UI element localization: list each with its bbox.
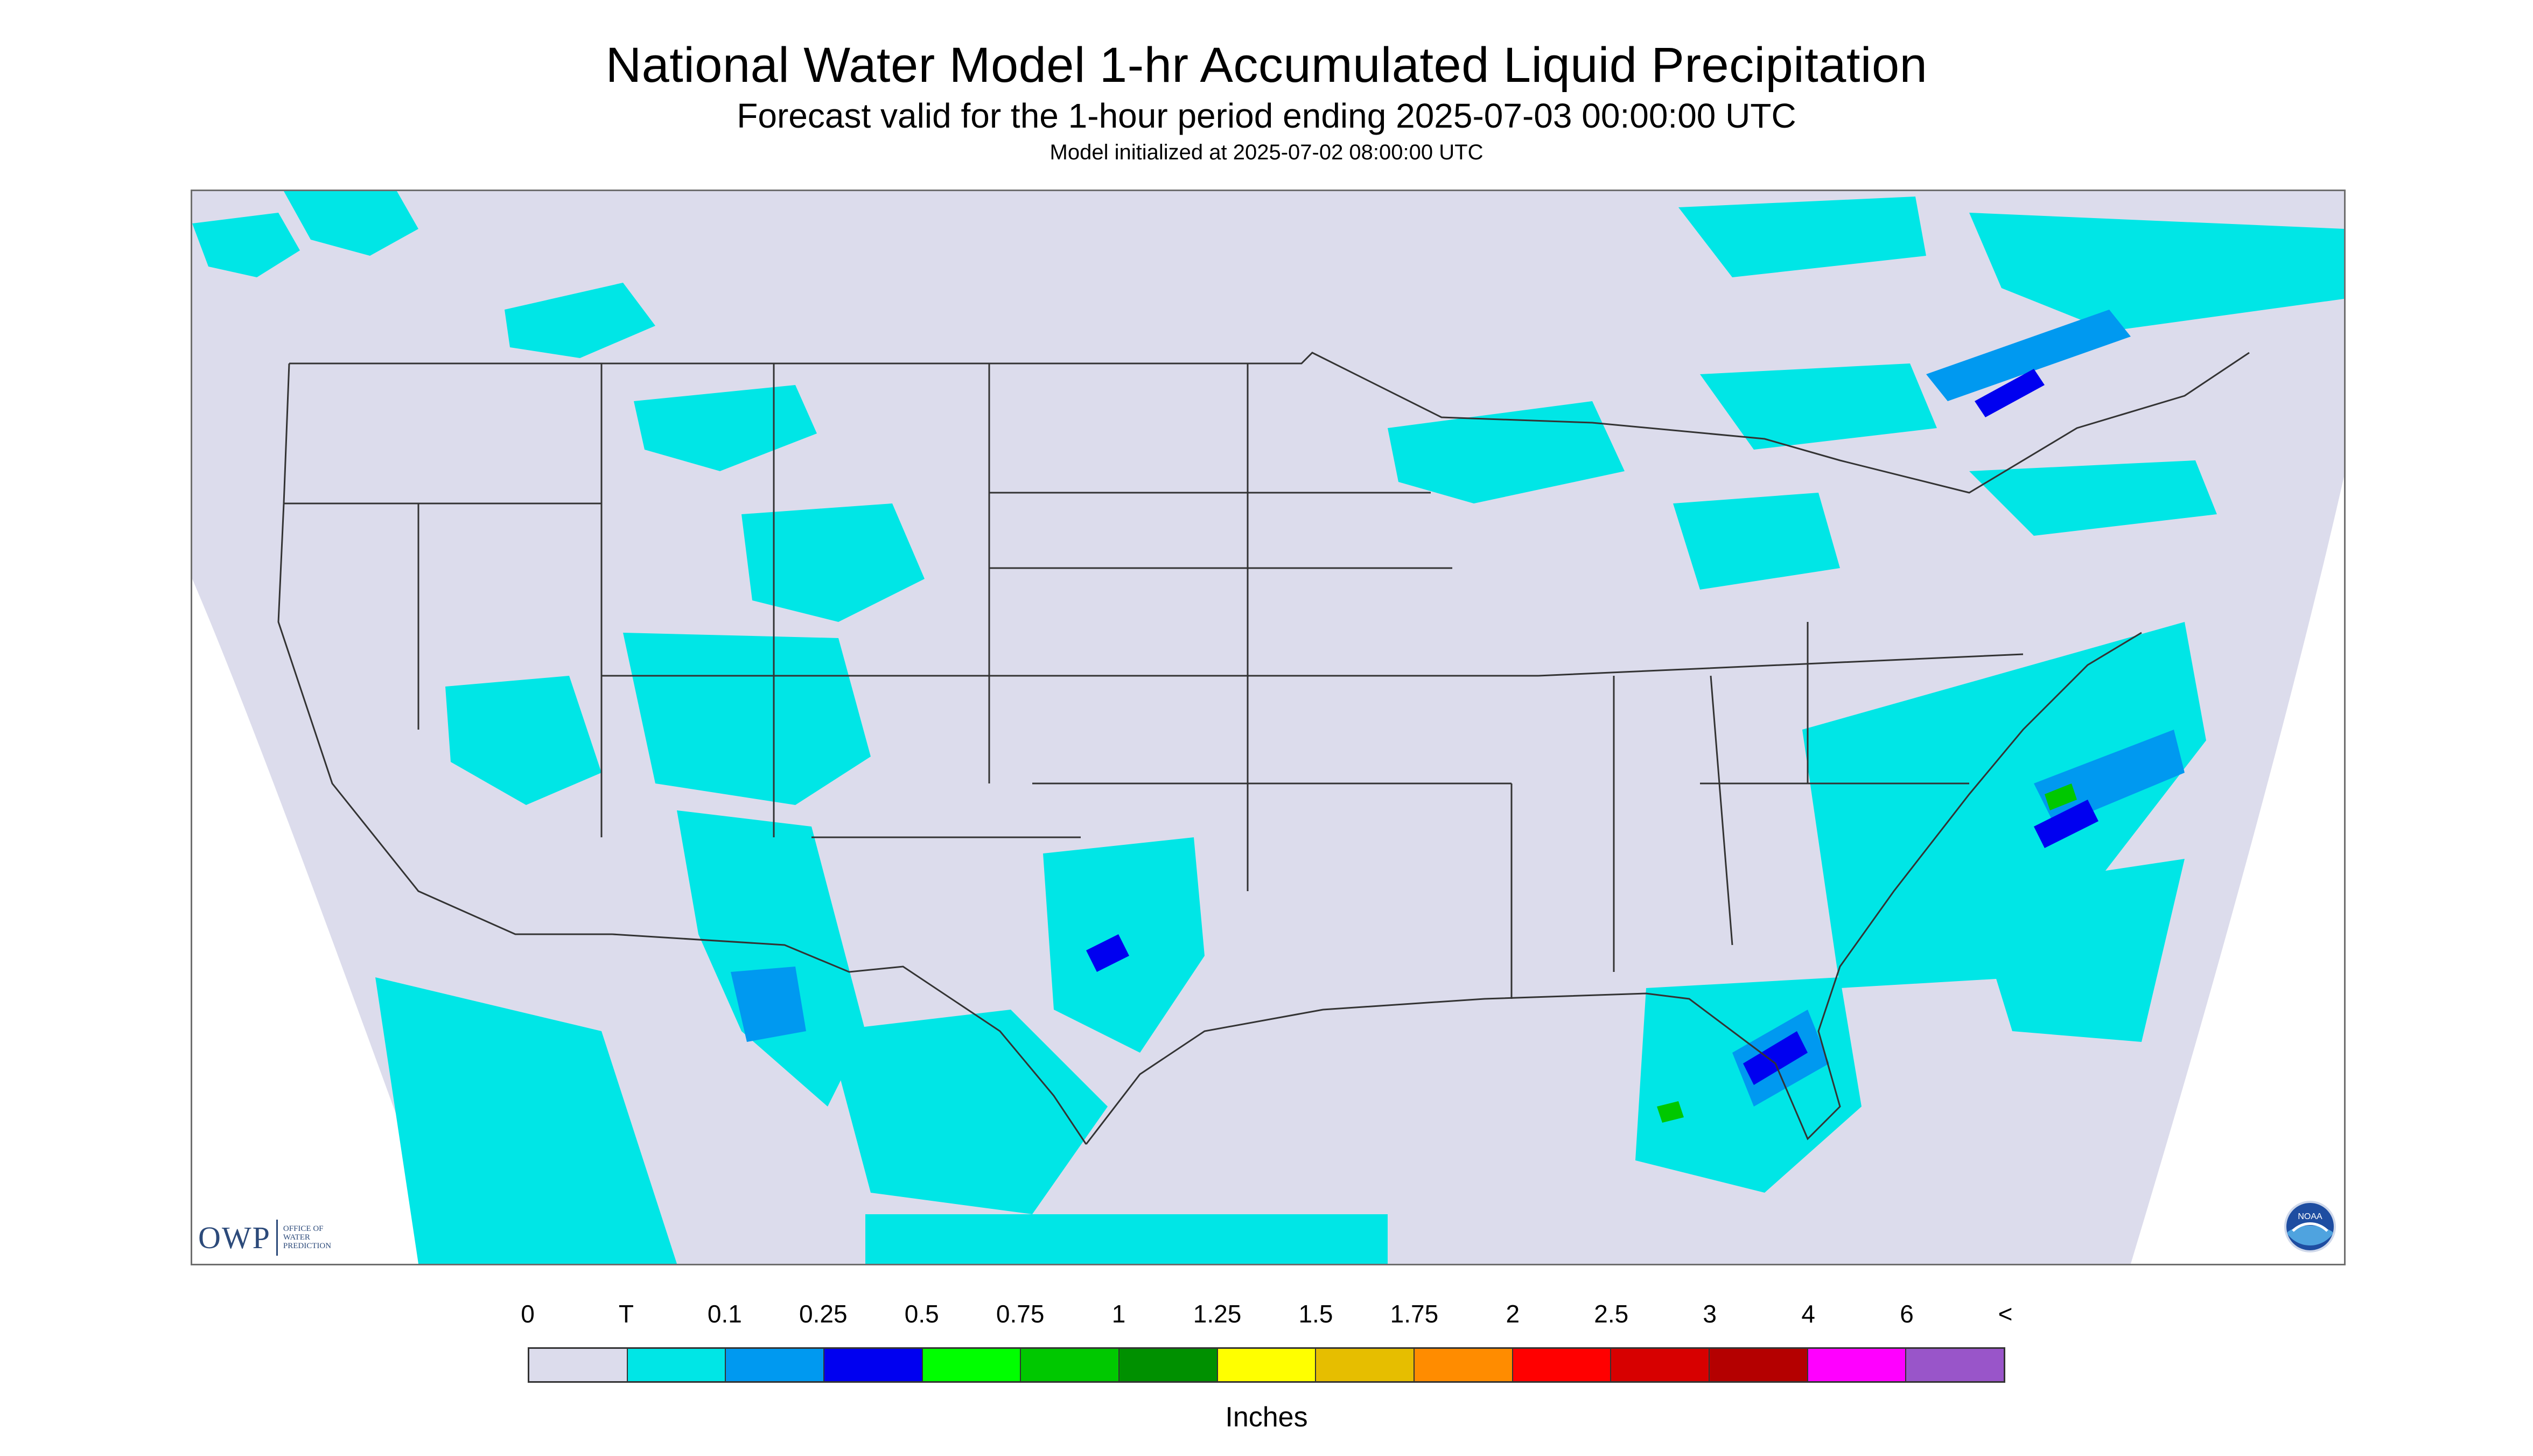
- legend-color-swatch: [1217, 1349, 1317, 1381]
- legend-color-swatch: [824, 1349, 923, 1381]
- precip-area-quebec-north: [1678, 197, 1926, 277]
- us-canada-border: [289, 352, 2250, 494]
- precip-core-florida: [1743, 1031, 1808, 1085]
- precip-area-gulf-south: [865, 1214, 1388, 1264]
- precip-core-carolina: [2034, 800, 2098, 848]
- noaa-logo: NOAA: [2284, 1201, 2336, 1252]
- legend-tick-label: 1.75: [1390, 1300, 1439, 1328]
- precip-area-new-england: [1969, 460, 2217, 536]
- legend-tick-label: 1.25: [1193, 1300, 1242, 1328]
- precip-core-gulf-green: [1657, 1101, 1684, 1123]
- owp-logo-text: Office of Water Prediction: [278, 1224, 331, 1250]
- legend-colorbar: [528, 1347, 2005, 1383]
- legend-color-swatch: [1513, 1349, 1612, 1381]
- precip-area-arizona-nm: [677, 810, 865, 1107]
- legend-color-swatch: [627, 1349, 726, 1381]
- state-lines-east: [1510, 622, 2024, 999]
- legend-color-swatch: [1808, 1349, 1907, 1381]
- legend-units: Inches: [1225, 1402, 1308, 1433]
- noaa-logo-text: NOAA: [2298, 1212, 2322, 1221]
- legend-color-swatch: [529, 1349, 628, 1381]
- owp-logo-line: Office of: [283, 1224, 324, 1233]
- legend-color-swatch: [1906, 1349, 2004, 1381]
- legend-color-swatch: [726, 1349, 825, 1381]
- state-lines-central: [988, 363, 1538, 891]
- forecast-valid-subtitle: Forecast valid for the 1-hour period end…: [737, 96, 1796, 135]
- legend-tick-label: 1: [1111, 1300, 1126, 1328]
- precipitation-map: [191, 190, 2346, 1265]
- precip-area-mexico: [828, 1010, 1108, 1214]
- legend-tick-label: 3: [1703, 1300, 1717, 1328]
- legend-color-swatch: [1119, 1349, 1218, 1381]
- precip-area-pacific-nw: [192, 213, 300, 277]
- legend-tick-label: 0.1: [707, 1300, 742, 1328]
- precip-area-nevada: [445, 676, 601, 805]
- boundaries: [277, 352, 2250, 1145]
- map-title: National Water Model 1-hr Accumulated Li…: [605, 38, 1928, 93]
- owp-logo-mark: OWP: [198, 1219, 278, 1256]
- precip-area-great-lakes: [1388, 401, 1625, 503]
- owp-logo-line: Water: [283, 1233, 310, 1242]
- legend-color-swatch: [1415, 1349, 1513, 1381]
- legend-tick-label: 4: [1801, 1300, 1815, 1328]
- precip-area-utah-colorado: [623, 633, 871, 805]
- legend-tick-label: 2.5: [1594, 1300, 1629, 1328]
- legend-tick-label: T: [618, 1300, 634, 1328]
- legend-tick-label: 6: [1900, 1300, 1914, 1328]
- precip-core-quebec: [1975, 369, 2045, 417]
- precip-area-atlantic-band: [2034, 730, 2185, 827]
- map-canvas: [192, 191, 2344, 1264]
- precip-area-wyoming: [741, 503, 925, 622]
- owp-logo-line: Prediction: [283, 1242, 332, 1250]
- state-lines-west: [284, 363, 1081, 838]
- precip-core-atlantic-green: [2045, 783, 2077, 810]
- legend-color-swatch: [1611, 1349, 1710, 1381]
- legend-color-swatch: [1316, 1349, 1415, 1381]
- model-init-line: Model initialized at 2025-07-02 08:00:00…: [1049, 141, 1484, 164]
- precip-area-alberta: [505, 283, 655, 358]
- precip-area-quebec-band: [1926, 310, 2131, 401]
- precip-area-baja-pacific: [375, 977, 677, 1264]
- precip-area-quebec-east: [1969, 213, 2344, 331]
- legend-tick-label: 0.25: [799, 1300, 848, 1328]
- legend-color-swatch: [1021, 1349, 1120, 1381]
- legend-color-swatch: [922, 1349, 1021, 1381]
- precip-area-nm-band: [731, 967, 806, 1042]
- legend-tick-label: 1.5: [1298, 1300, 1333, 1328]
- legend-tick-label: 0.5: [904, 1300, 939, 1328]
- precip-area-atlantic-offshore: [1969, 859, 2185, 1042]
- precip-light-areas: [731, 310, 2185, 1107]
- precip-area-montana: [634, 385, 817, 471]
- precip-area-carolinas-atlantic: [1802, 622, 2206, 988]
- us-mexico-border: [612, 933, 1087, 1145]
- legend-tick-label: <: [1998, 1300, 2013, 1328]
- precip-area-bc-coast: [284, 191, 418, 256]
- legend-color-swatch: [1710, 1349, 1808, 1381]
- precip-area-ontario: [1700, 363, 1937, 450]
- precip-area-michigan: [1673, 493, 1840, 590]
- precip-heavy-cores: [1086, 369, 2098, 1123]
- legend-tick-label: 0: [521, 1300, 535, 1328]
- legend-tick-label: 0.75: [996, 1300, 1045, 1328]
- precip-core-texas: [1086, 934, 1129, 972]
- us-coastline-gulf: [1085, 632, 2142, 1145]
- owp-logo: OWP Office of Water Prediction: [198, 1216, 331, 1259]
- legend-tick-label: 2: [1506, 1300, 1520, 1328]
